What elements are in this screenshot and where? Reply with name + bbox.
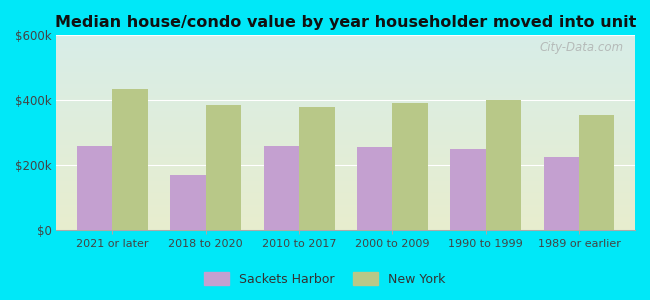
Bar — [264, 146, 299, 230]
Text: City-Data.com: City-Data.com — [540, 41, 623, 54]
Bar — [486, 100, 521, 230]
Bar — [77, 146, 112, 230]
Bar — [579, 115, 614, 230]
Bar — [299, 107, 335, 230]
Title: Median house/condo value by year householder moved into unit: Median house/condo value by year househo… — [55, 15, 636, 30]
Bar — [170, 175, 206, 230]
Bar — [393, 103, 428, 230]
Bar — [543, 157, 579, 230]
Bar — [112, 89, 148, 230]
Bar — [206, 105, 241, 230]
Bar — [450, 149, 486, 230]
Legend: Sackets Harbor, New York: Sackets Harbor, New York — [199, 267, 451, 291]
Bar — [357, 147, 393, 230]
